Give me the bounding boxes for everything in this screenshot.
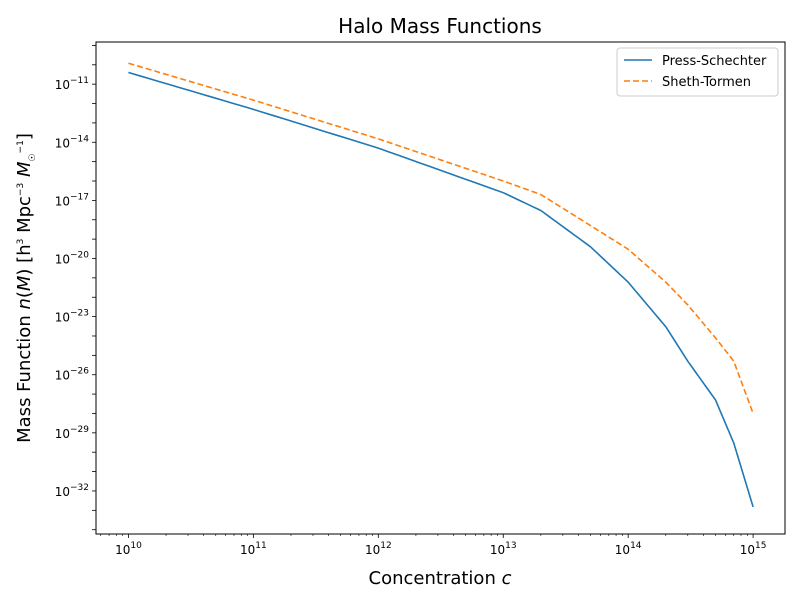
y-axis-ticks: 10−11 10−14 10−17 10−20 10−23 10−26 10−29 10−32 (55, 45, 96, 531)
series-layer (128, 62, 754, 508)
x-tick-label: 1014 (615, 541, 642, 557)
x-tick-label: 1012 (365, 541, 392, 557)
x-tick-label: 1011 (240, 541, 267, 557)
y-tick-label: 10−23 (55, 309, 89, 325)
y-tick-label: 10−26 (55, 367, 90, 383)
y-axis-label: Mass Function n(M) [h3 Mpc−3 M☉−1] (14, 133, 38, 443)
chart-title: Halo Mass Functions (338, 14, 542, 38)
y-tick-label: 10−32 (55, 483, 89, 499)
y-tick-label: 10−29 (55, 425, 90, 441)
legend-label: Press-Schechter (662, 54, 767, 69)
y-tick-label: 10−14 (55, 134, 90, 150)
plot-area: 1010 1011 1012 1013 1014 1015 10−11 10−14 10−17… (55, 41, 786, 557)
plot-frame (95, 41, 786, 535)
y-tick-label: 10−17 (55, 192, 89, 208)
x-tick-label: 1015 (740, 541, 767, 557)
x-axis-label: Concentration c (369, 568, 512, 589)
x-axis-ticks: 1010 1011 1012 1013 1014 1015 (100, 534, 767, 557)
x-tick-label: 1013 (490, 541, 517, 557)
y-tick-label: 10−20 (55, 250, 90, 266)
legend-frame (616, 47, 779, 97)
series-line-sheth-tormen (128, 62, 754, 414)
legend-label: Sheth-Tormen (662, 75, 751, 90)
y-tick-label: 10−11 (55, 76, 89, 92)
x-tick-label: 1010 (115, 541, 142, 557)
legend: Press-Schechter Sheth-Tormen (616, 47, 779, 97)
series-line-press-schechter (128, 71, 754, 508)
